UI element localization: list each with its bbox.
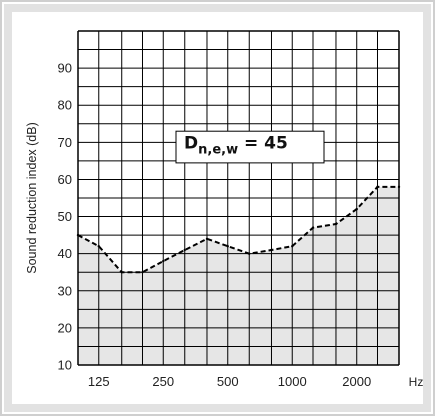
- data-point: [376, 185, 379, 189]
- y-tick-label: 70: [58, 135, 72, 150]
- y-tick-label: 90: [58, 61, 72, 76]
- data-point: [76, 233, 80, 237]
- y-tick-label: 50: [58, 209, 72, 224]
- annotation-text: Dn,e,w = 45: [184, 133, 288, 157]
- x-axis-unit: Hz: [409, 375, 424, 389]
- annotation-symbol: D: [184, 133, 198, 153]
- data-point: [183, 248, 186, 252]
- data-point: [334, 222, 338, 226]
- data-point: [205, 237, 209, 241]
- data-point: [270, 248, 273, 252]
- y-tick-label: 20: [58, 320, 72, 335]
- y-tick-label: 30: [58, 283, 72, 298]
- x-tick-label: 250: [152, 374, 174, 389]
- annotation-box: [175, 130, 325, 164]
- data-point: [162, 259, 165, 263]
- data-point: [311, 226, 315, 229]
- series-line: [77, 185, 399, 274]
- y-axis-label: Sound reduction index (dB): [25, 122, 39, 273]
- data-point: [141, 271, 144, 274]
- data-point: [120, 271, 123, 274]
- y-tick-label: 80: [58, 98, 72, 113]
- x-tick-label: 1000: [278, 374, 307, 389]
- x-tick-label: 125: [88, 374, 110, 389]
- plot-area: 10 20 30 40 50 60 70 80 90 125 250 500 1000 2000: [58, 30, 401, 389]
- annotation-value: = 45: [238, 133, 288, 153]
- data-point: [226, 245, 229, 248]
- data-point: [291, 245, 294, 248]
- annotation-subscript: n,e,w: [198, 142, 238, 157]
- data-point: [355, 207, 358, 211]
- y-tick-label: 10: [58, 358, 72, 373]
- x-tick-label: 500: [217, 374, 239, 389]
- x-tick-label: 2000: [342, 374, 371, 389]
- y-tick-label: 60: [58, 172, 72, 187]
- area-fill: [78, 186, 399, 365]
- data-point: [97, 245, 100, 248]
- y-tick-label: 40: [58, 246, 72, 261]
- data-point: [248, 252, 251, 255]
- data-point: [397, 185, 401, 189]
- rating-annotation: Dn,e,w = 45: [175, 130, 325, 164]
